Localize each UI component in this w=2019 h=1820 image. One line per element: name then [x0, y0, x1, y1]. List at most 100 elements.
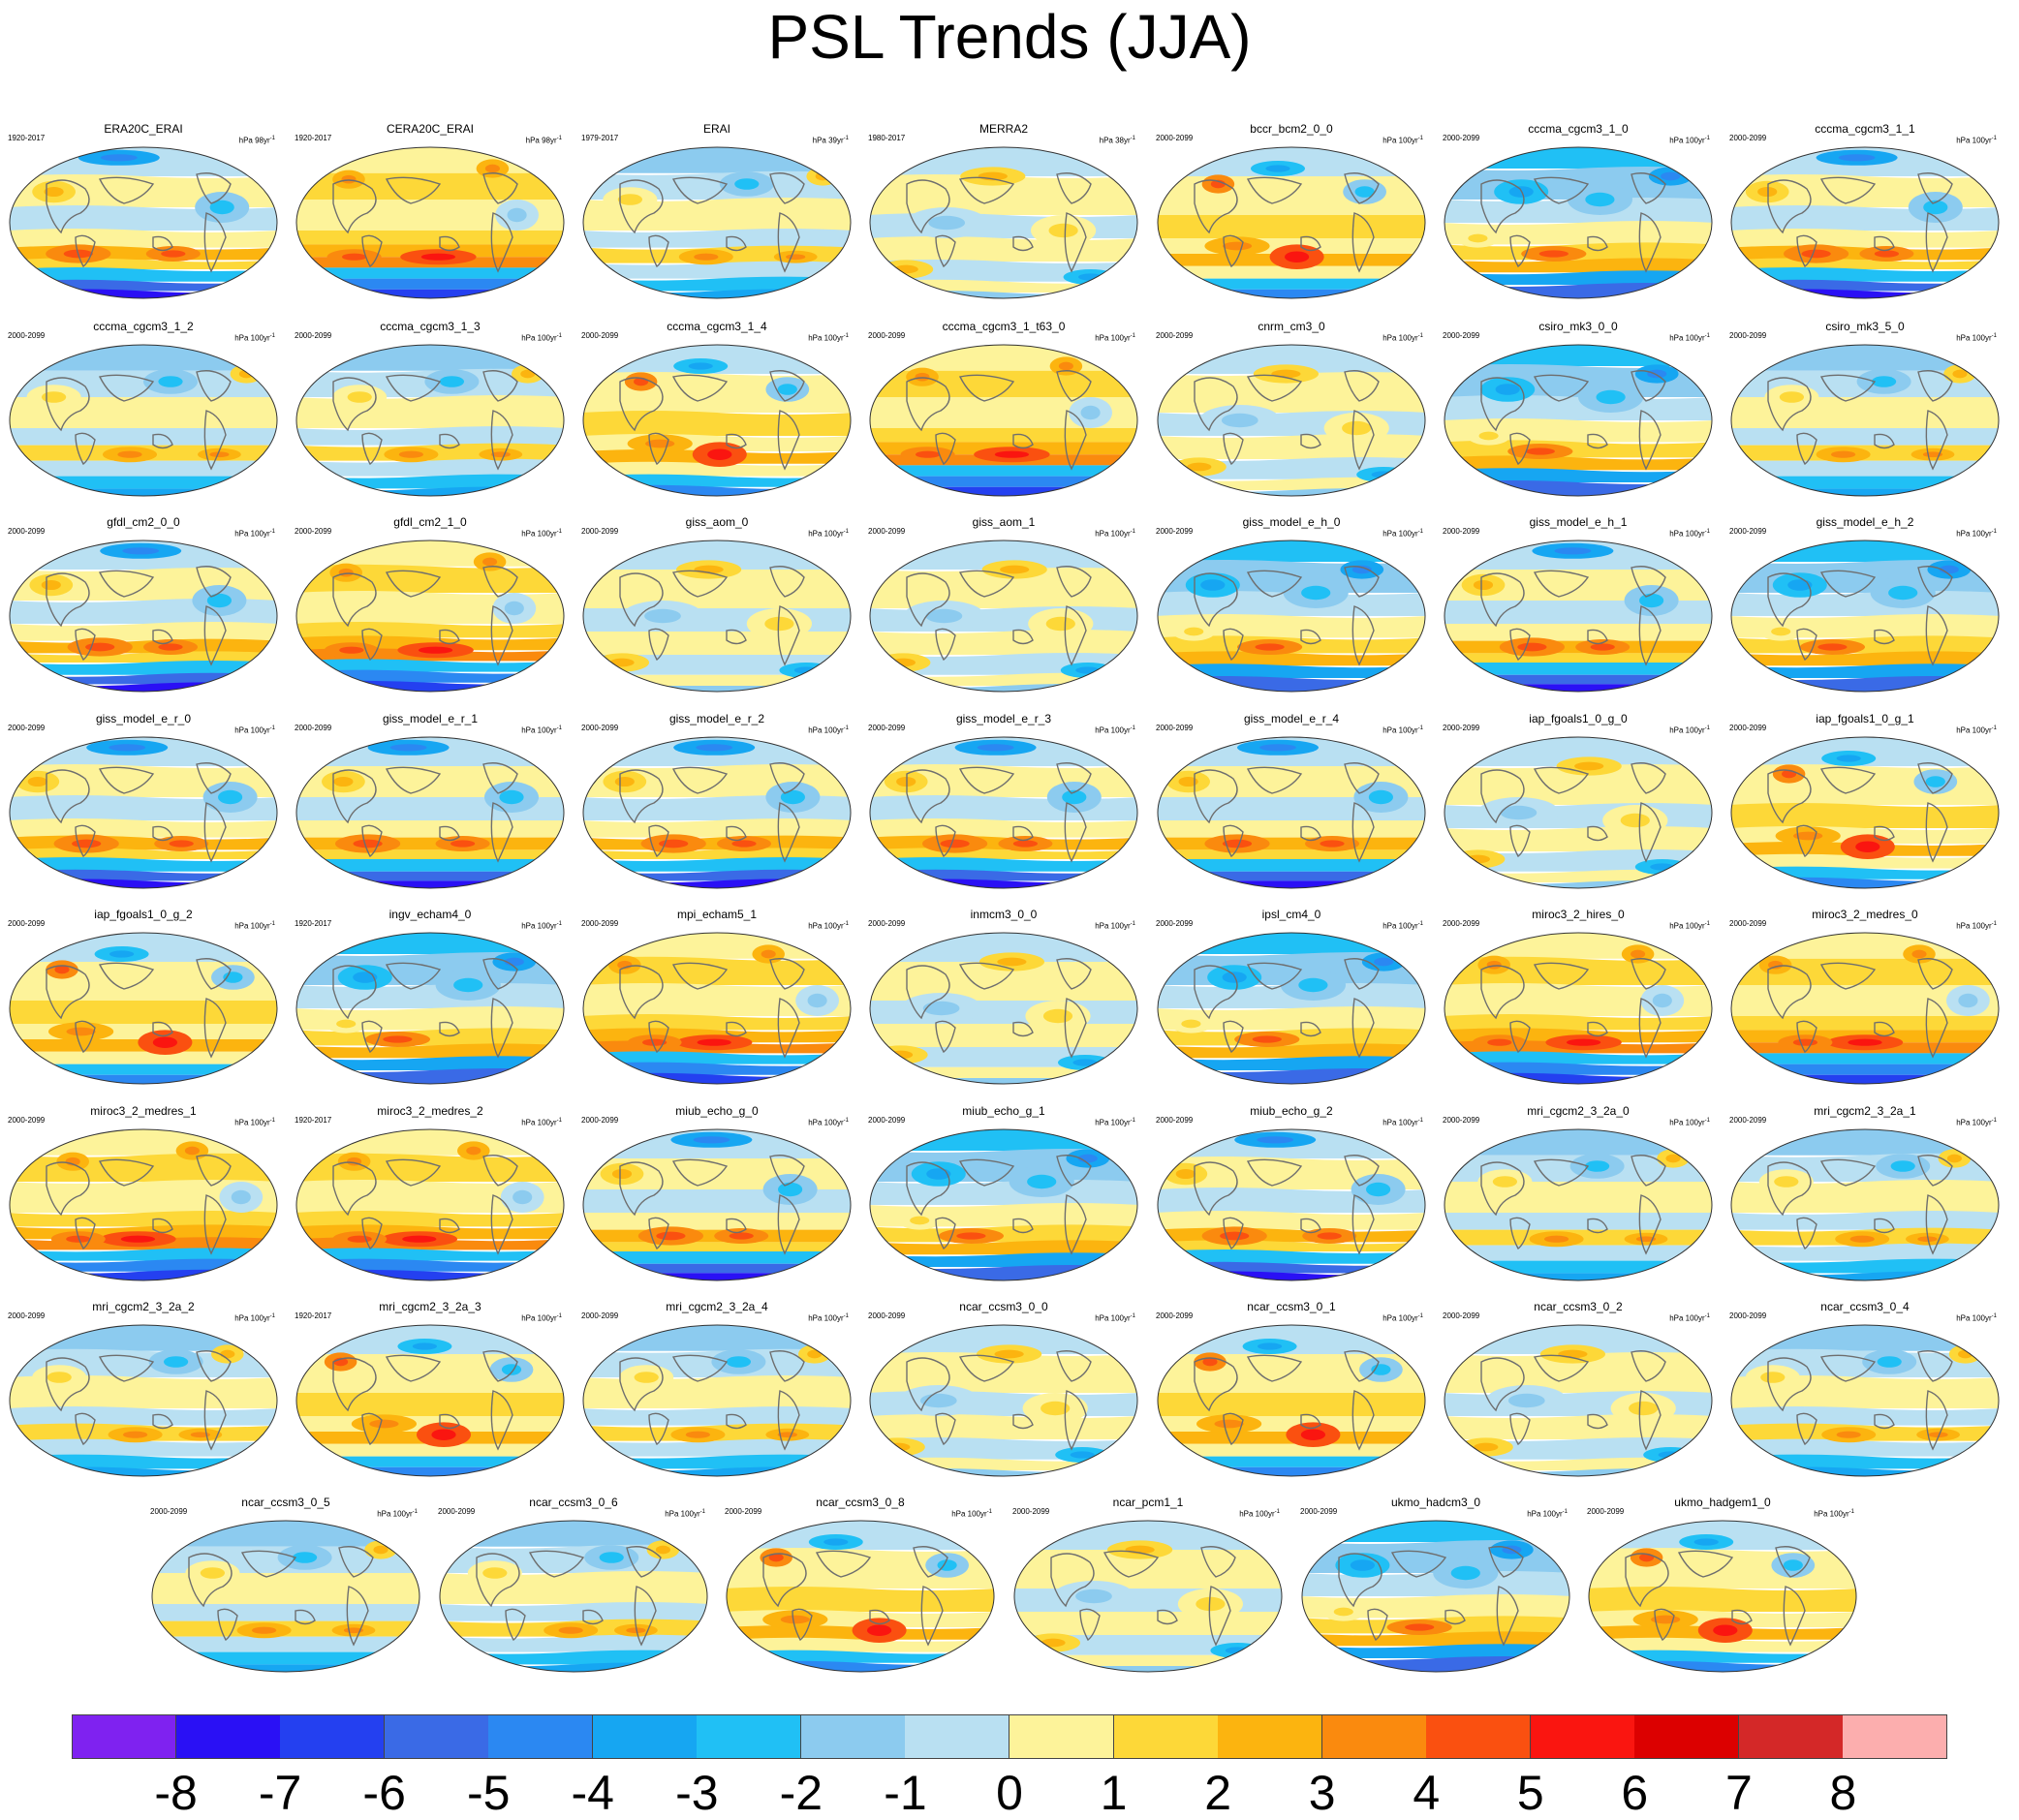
colorbar-swatch — [488, 1714, 594, 1759]
coastline — [1012, 629, 1034, 645]
coastline — [188, 1553, 233, 1608]
colorbar-tick-label: -6 — [362, 1766, 406, 1820]
trend-anomaly-core — [726, 1356, 751, 1368]
trend-anomaly-core — [764, 616, 794, 632]
coastline — [769, 1350, 805, 1382]
coastline — [1638, 410, 1662, 471]
trend-band — [1158, 1056, 1425, 1070]
trend-anomaly-core — [1301, 585, 1331, 601]
map-panel: cnrm_cm3_0 2000-2099 hPa 100yr-1 — [1156, 320, 1427, 498]
panel-units-text: hPa 100yr — [234, 1118, 270, 1127]
coastline — [98, 766, 155, 794]
trend-band — [1444, 270, 1712, 285]
panel-units-exponent: -1 — [986, 1509, 992, 1515]
panel-units: hPa 100yr-1 — [377, 1507, 418, 1520]
panel-units: hPa 100yr-1 — [521, 919, 562, 932]
trend-band — [10, 1129, 277, 1156]
panel-units-text: hPa 100yr — [1956, 1313, 1992, 1323]
panel-units-exponent: -1 — [1848, 1509, 1854, 1515]
trend-band — [583, 461, 851, 477]
trend-anomaly-core — [685, 1431, 710, 1438]
panel-units: hPa 100yr-1 — [808, 1311, 849, 1324]
map-border — [1730, 736, 2000, 889]
panel-units: hPa 100yr-1 — [1382, 1311, 1423, 1324]
trend-band — [1444, 826, 1712, 851]
panel-years: 2000-2099 — [1443, 724, 1480, 732]
trend-band — [1444, 653, 1712, 663]
panel-title: ncar_pcm1_1 — [1112, 1496, 1184, 1509]
panel-units: hPa 100yr-1 — [1814, 1507, 1854, 1520]
trend-band — [583, 983, 851, 1016]
trend-anomaly-core — [431, 1429, 456, 1440]
trend-band — [583, 1242, 851, 1251]
trend-anomaly-core — [1196, 1596, 1226, 1612]
panel-units: hPa 100yr-1 — [808, 724, 849, 736]
trend-band — [296, 1443, 564, 1457]
trend-anomaly-core — [910, 1216, 930, 1225]
trend-band — [1731, 1258, 1999, 1274]
trend-anomaly-core — [1042, 1008, 1073, 1024]
panel-title: bccr_bcm2_0_0 — [1250, 122, 1333, 136]
trend-band — [1158, 1211, 1425, 1230]
trend-anomaly-core — [1473, 579, 1494, 591]
panel-years: 2000-2099 — [1443, 134, 1480, 142]
panel-units-exponent: -1 — [556, 1313, 562, 1319]
trend-band — [1014, 1666, 1282, 1672]
map-panel: ERA20C_ERAI 1920-2017 hPa 98yr-1 — [8, 122, 279, 300]
coastline — [385, 374, 442, 402]
trend-anomaly-core — [1888, 585, 1918, 601]
map-panel: miub_echo_g_1 2000-2099 hPa 100yr-1 — [868, 1104, 1139, 1282]
trend-band — [1731, 345, 1999, 371]
panel-units-exponent: -1 — [843, 921, 849, 927]
panel-years: 2000-2099 — [581, 1311, 619, 1320]
coastline — [1194, 1161, 1238, 1217]
map-panel: csiro_mk3_0_0 2000-2099 hPa 100yr-1 — [1443, 320, 1714, 498]
trend-anomaly-core — [1713, 1624, 1738, 1636]
coastline — [490, 212, 513, 273]
coastline — [769, 172, 805, 204]
map-border — [1444, 932, 1713, 1085]
panel-units-text: hPa 100yr — [234, 921, 270, 931]
panel-title: cccma_cgcm3_1_2 — [93, 320, 194, 333]
coastline — [1300, 1021, 1321, 1037]
coastline — [98, 1158, 155, 1187]
coastline — [1351, 410, 1375, 471]
coastline — [1533, 570, 1590, 598]
panel-title: cccma_cgcm3_1_1 — [1815, 122, 1915, 136]
trend-band — [1731, 663, 1999, 678]
coastline — [1874, 1413, 1895, 1430]
panel-units: hPa 98yr-1 — [526, 134, 562, 146]
panel-title: cccma_cgcm3_1_0 — [1528, 122, 1629, 136]
panel-units: hPa 100yr-1 — [1956, 331, 1997, 344]
trend-anomaly-core — [1925, 776, 1945, 787]
panel-units-text: hPa 100yr — [521, 333, 557, 343]
panel-title: mri_cgcm2_3_2a_0 — [1527, 1104, 1630, 1118]
coastline — [98, 570, 155, 598]
trend-band — [1158, 837, 1425, 850]
panel-years: 2000-2099 — [1587, 1507, 1625, 1516]
coastline — [1064, 802, 1087, 863]
coastline — [777, 212, 800, 273]
trend-anomaly-core — [1474, 1442, 1499, 1452]
map-panel: giss_model_e_r_2 2000-2099 hPa 100yr-1 — [581, 712, 853, 890]
trend-map — [295, 1324, 565, 1477]
coastline — [482, 1350, 518, 1382]
trend-band — [583, 1454, 851, 1469]
coastline — [726, 1021, 747, 1037]
trend-anomaly-core — [617, 194, 642, 205]
panel-units: hPa 100yr-1 — [1382, 1116, 1423, 1128]
trend-band — [1444, 258, 1712, 273]
trend-map — [9, 736, 278, 889]
panel-title: cccma_cgcm3_1_3 — [380, 320, 481, 333]
map-border — [869, 932, 1138, 1085]
trend-map — [1444, 344, 1713, 497]
trend-anomaly-core — [1517, 642, 1547, 652]
panel-title: giss_model_e_r_2 — [668, 712, 765, 725]
panel-years: 2000-2099 — [1729, 331, 1767, 340]
trend-anomaly-core — [780, 789, 805, 805]
trend-band — [870, 345, 1137, 371]
trend-anomaly-core — [642, 1038, 668, 1046]
coastline — [332, 1161, 377, 1217]
panel-units: hPa 38yr-1 — [1100, 134, 1135, 146]
trend-map — [151, 1520, 420, 1673]
